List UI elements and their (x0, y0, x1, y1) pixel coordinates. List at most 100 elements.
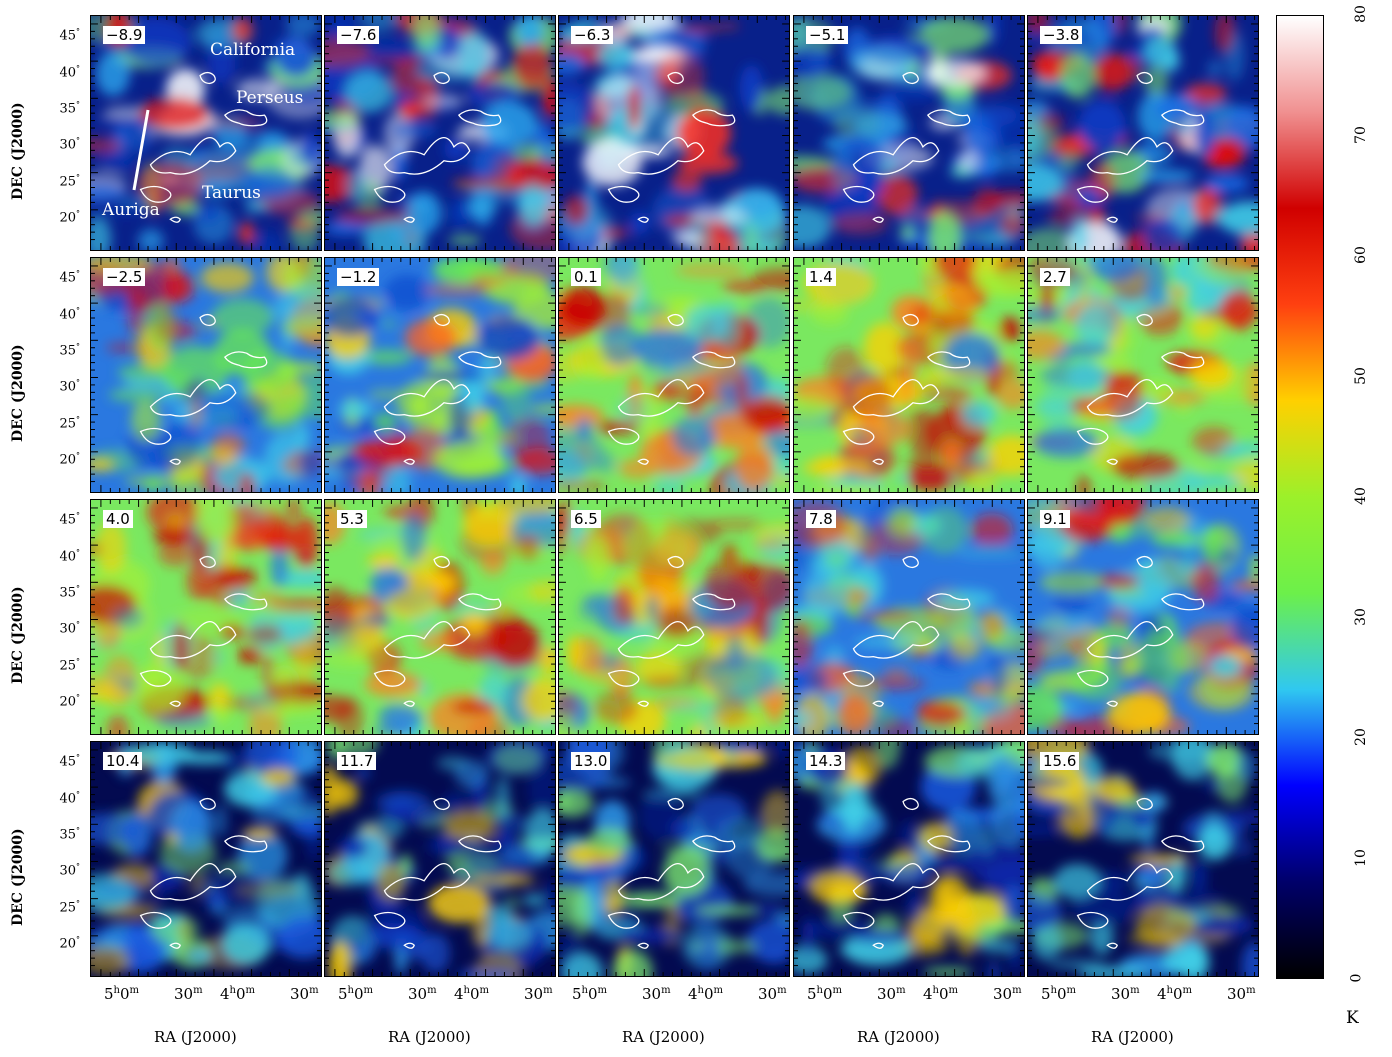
colorbar-tick-label: 50 (1352, 366, 1369, 385)
ra-tick-label: 30m (642, 985, 671, 1003)
ra-axis-title: RA (J2000) (1091, 1028, 1174, 1046)
velocity-label: 7.8 (806, 510, 836, 528)
emission-map (325, 258, 555, 492)
ra-axis-title: RA (J2000) (857, 1028, 940, 1046)
dec-tick-label: 25° (59, 657, 80, 674)
dec-tick-label: 30° (59, 378, 80, 395)
ra-tick-label: 5h0m (572, 985, 608, 1003)
channel-panel: 13.0 (558, 741, 790, 977)
emission-map (1028, 500, 1258, 734)
ra-tick-label: 30m (174, 985, 203, 1003)
colorbar-tick-label: 30 (1352, 607, 1369, 626)
emission-map (559, 500, 789, 734)
colorbar-tick-label: 40 (1352, 487, 1369, 505)
dec-tick-label: 20° (59, 451, 80, 468)
dec-tick-label: 30° (59, 862, 80, 879)
colorbar-tick-label: 0 (1348, 973, 1365, 983)
region-label-auriga: Auriga (102, 200, 160, 220)
channel-panel: −5.1 (793, 15, 1025, 251)
velocity-label: −2.5 (103, 268, 146, 286)
velocity-label: 5.3 (337, 510, 367, 528)
dec-tick-label: 40° (59, 64, 80, 81)
emission-map (559, 16, 789, 250)
channel-panel: −2.5 (90, 257, 322, 493)
colorbar-tick-label: 10 (1352, 848, 1369, 867)
emission-map (559, 258, 789, 492)
emission-map (91, 258, 321, 492)
dec-tick-label: 45° (59, 753, 80, 770)
emission-map (794, 742, 1024, 976)
ra-tick-label: 4h0m (220, 985, 256, 1003)
channel-panel: 5.3 (324, 499, 556, 735)
colorbar-tick-label: 80 (1352, 5, 1369, 23)
colorbar-tick-label: 20 (1352, 728, 1369, 746)
channel-panel: 1.4 (793, 257, 1025, 493)
ra-tick-label: 4h0m (454, 985, 490, 1003)
region-label-california: California (210, 40, 296, 60)
dec-tick-label: 40° (59, 306, 80, 323)
emission-map (325, 500, 555, 734)
velocity-label: 9.1 (1040, 510, 1070, 528)
channel-panel: 15.6 (1027, 741, 1259, 977)
ra-tick-label: 30m (758, 985, 787, 1003)
emission-map (1028, 16, 1258, 250)
channel-panel: 10.4 (90, 741, 322, 977)
dec-tick-label: 35° (59, 100, 80, 117)
colorbar (1276, 15, 1324, 979)
region-label-taurus: Taurus (202, 183, 261, 203)
channel-panel: 14.3 (793, 741, 1025, 977)
ra-tick-label: 4h0m (923, 985, 959, 1003)
dec-tick-label: 20° (59, 935, 80, 952)
velocity-label: 2.7 (1040, 268, 1070, 286)
emission-map (325, 16, 555, 250)
channel-panel: 9.1 (1027, 499, 1259, 735)
velocity-label: −1.2 (337, 268, 380, 286)
dec-tick-label: 25° (59, 173, 80, 190)
channel-panel: 4.0 (90, 499, 322, 735)
dec-tick-label: 45° (59, 511, 80, 528)
emission-map (794, 500, 1024, 734)
dec-axis-title: DEC (J2000) (10, 828, 26, 926)
channel-panel: −8.9 (90, 15, 322, 251)
velocity-label: −6.3 (571, 26, 614, 44)
velocity-label: −3.8 (1040, 26, 1083, 44)
velocity-label: −5.1 (806, 26, 849, 44)
channel-panel: −3.8 (1027, 15, 1259, 251)
emission-map (91, 500, 321, 734)
ra-axis-title: RA (J2000) (622, 1028, 705, 1046)
velocity-label: 13.0 (571, 752, 611, 770)
emission-map (325, 742, 555, 976)
dec-tick-label: 35° (59, 342, 80, 359)
dec-tick-label: 45° (59, 269, 80, 286)
ra-tick-label: 30m (290, 985, 319, 1003)
ra-tick-label: 30m (524, 985, 553, 1003)
ra-tick-label: 30m (993, 985, 1022, 1003)
velocity-label: 14.3 (806, 752, 846, 770)
channel-panel: 0.1 (558, 257, 790, 493)
dec-axis-title: DEC (J2000) (10, 586, 26, 684)
channel-panel: 2.7 (1027, 257, 1259, 493)
channel-panel: 6.5 (558, 499, 790, 735)
ra-axis-title: RA (J2000) (154, 1028, 237, 1046)
emission-map (794, 16, 1024, 250)
dec-axis-title: DEC (J2000) (10, 102, 26, 200)
colorbar-unit: K (1346, 1008, 1359, 1028)
emission-map (91, 742, 321, 976)
dec-tick-label: 45° (59, 27, 80, 44)
dec-tick-label: 25° (59, 415, 80, 432)
channel-panel: 7.8 (793, 499, 1025, 735)
ra-tick-label: 5h0m (338, 985, 374, 1003)
dec-tick-label: 35° (59, 584, 80, 601)
channel-panel: −1.2 (324, 257, 556, 493)
colorbar-tick-label: 60 (1352, 246, 1369, 264)
emission-map (794, 258, 1024, 492)
dec-tick-label: 20° (59, 209, 80, 226)
ra-tick-label: 30m (877, 985, 906, 1003)
dec-tick-label: 30° (59, 620, 80, 637)
dec-tick-label: 20° (59, 693, 80, 710)
dec-tick-label: 25° (59, 899, 80, 916)
ra-tick-label: 30m (408, 985, 437, 1003)
channel-panel: −7.6 (324, 15, 556, 251)
velocity-label: 15.6 (1040, 752, 1080, 770)
